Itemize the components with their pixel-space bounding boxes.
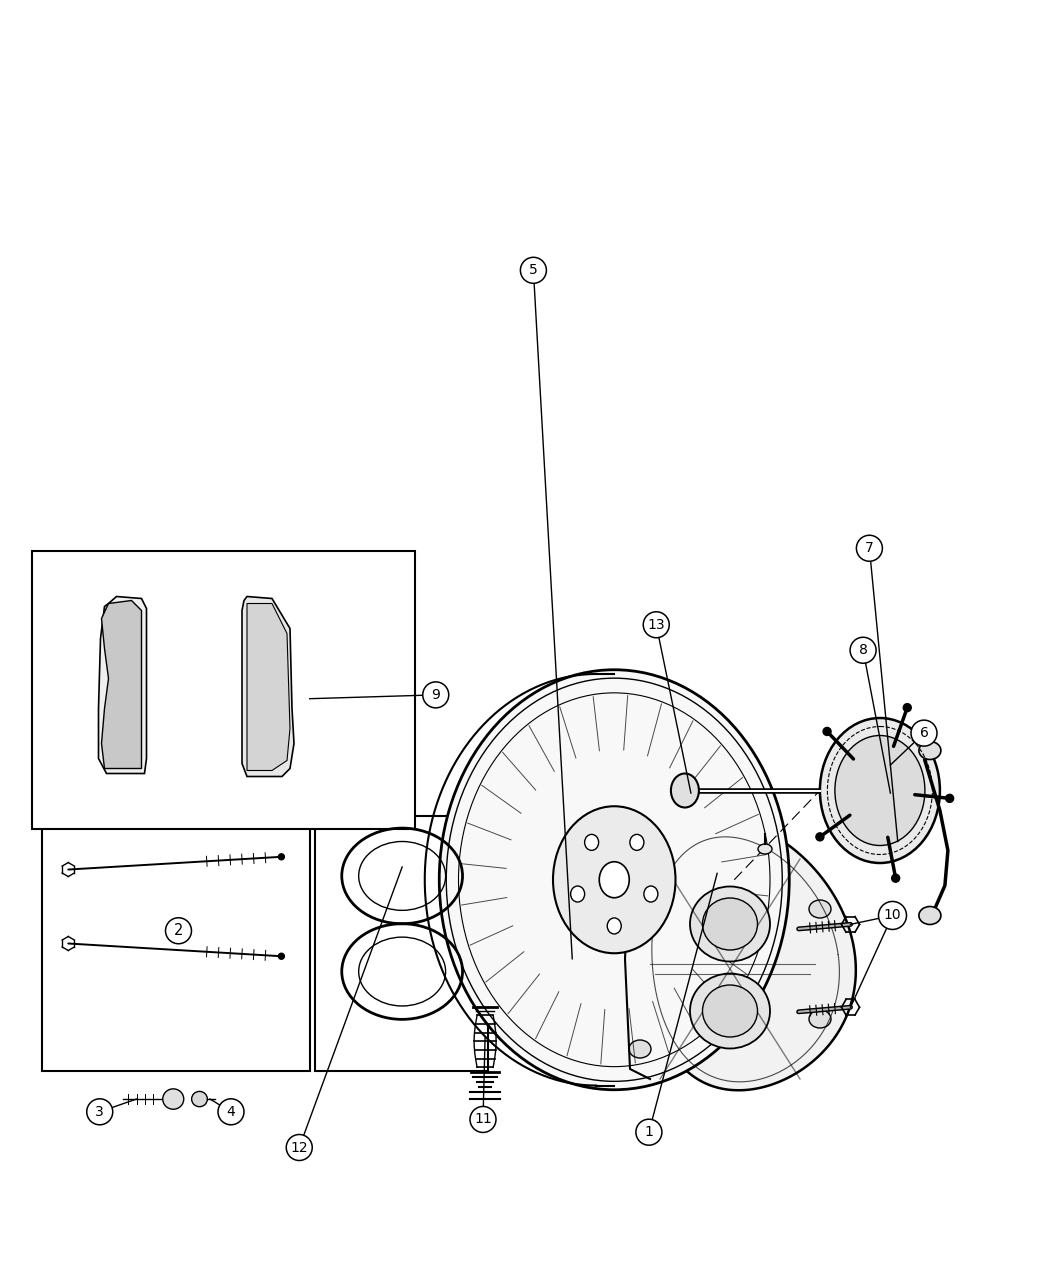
Circle shape xyxy=(879,901,906,929)
Ellipse shape xyxy=(690,886,770,961)
Text: 8: 8 xyxy=(859,644,867,657)
Circle shape xyxy=(911,720,937,746)
Circle shape xyxy=(850,638,876,663)
Ellipse shape xyxy=(191,1091,208,1107)
Text: 4: 4 xyxy=(227,1105,235,1118)
Circle shape xyxy=(823,728,831,736)
Text: 2: 2 xyxy=(174,923,183,938)
Bar xyxy=(42,816,310,1071)
Ellipse shape xyxy=(553,806,675,954)
Polygon shape xyxy=(247,603,290,770)
Ellipse shape xyxy=(644,886,658,901)
Text: 10: 10 xyxy=(884,909,901,922)
Ellipse shape xyxy=(439,669,790,1090)
Ellipse shape xyxy=(629,880,651,898)
Ellipse shape xyxy=(607,918,622,935)
Text: 3: 3 xyxy=(96,1105,104,1118)
Text: 5: 5 xyxy=(529,264,538,277)
Ellipse shape xyxy=(919,907,941,924)
Bar xyxy=(315,816,488,1071)
Circle shape xyxy=(903,704,911,711)
Circle shape xyxy=(521,258,546,283)
Ellipse shape xyxy=(570,886,585,901)
Text: 11: 11 xyxy=(475,1113,491,1126)
Circle shape xyxy=(287,1135,312,1160)
Ellipse shape xyxy=(702,898,757,950)
Bar xyxy=(32,551,415,829)
Ellipse shape xyxy=(585,834,598,850)
Circle shape xyxy=(278,954,285,959)
Ellipse shape xyxy=(629,1040,651,1058)
Ellipse shape xyxy=(820,718,940,863)
Circle shape xyxy=(423,682,448,708)
Ellipse shape xyxy=(702,986,757,1037)
Circle shape xyxy=(470,1107,496,1132)
Circle shape xyxy=(636,1119,662,1145)
Polygon shape xyxy=(99,597,147,774)
Text: 12: 12 xyxy=(291,1141,308,1154)
Ellipse shape xyxy=(163,1089,184,1109)
Ellipse shape xyxy=(919,742,941,760)
Ellipse shape xyxy=(690,974,770,1048)
Circle shape xyxy=(166,918,191,944)
Ellipse shape xyxy=(808,1010,831,1028)
Circle shape xyxy=(87,1099,112,1125)
Ellipse shape xyxy=(600,862,629,898)
Text: 7: 7 xyxy=(865,542,874,555)
Circle shape xyxy=(644,612,669,638)
Ellipse shape xyxy=(671,774,699,807)
Circle shape xyxy=(816,833,824,840)
Text: 9: 9 xyxy=(432,688,440,701)
Ellipse shape xyxy=(630,834,644,850)
Ellipse shape xyxy=(808,900,831,918)
Text: 1: 1 xyxy=(645,1126,653,1139)
Polygon shape xyxy=(102,601,142,769)
Circle shape xyxy=(278,854,285,859)
Circle shape xyxy=(946,794,953,802)
Circle shape xyxy=(891,875,900,882)
Ellipse shape xyxy=(835,736,925,845)
Ellipse shape xyxy=(758,844,772,854)
Polygon shape xyxy=(242,597,294,776)
Text: 6: 6 xyxy=(920,727,928,739)
Circle shape xyxy=(857,536,882,561)
Polygon shape xyxy=(644,821,856,1090)
Text: 13: 13 xyxy=(648,618,665,631)
Circle shape xyxy=(218,1099,244,1125)
